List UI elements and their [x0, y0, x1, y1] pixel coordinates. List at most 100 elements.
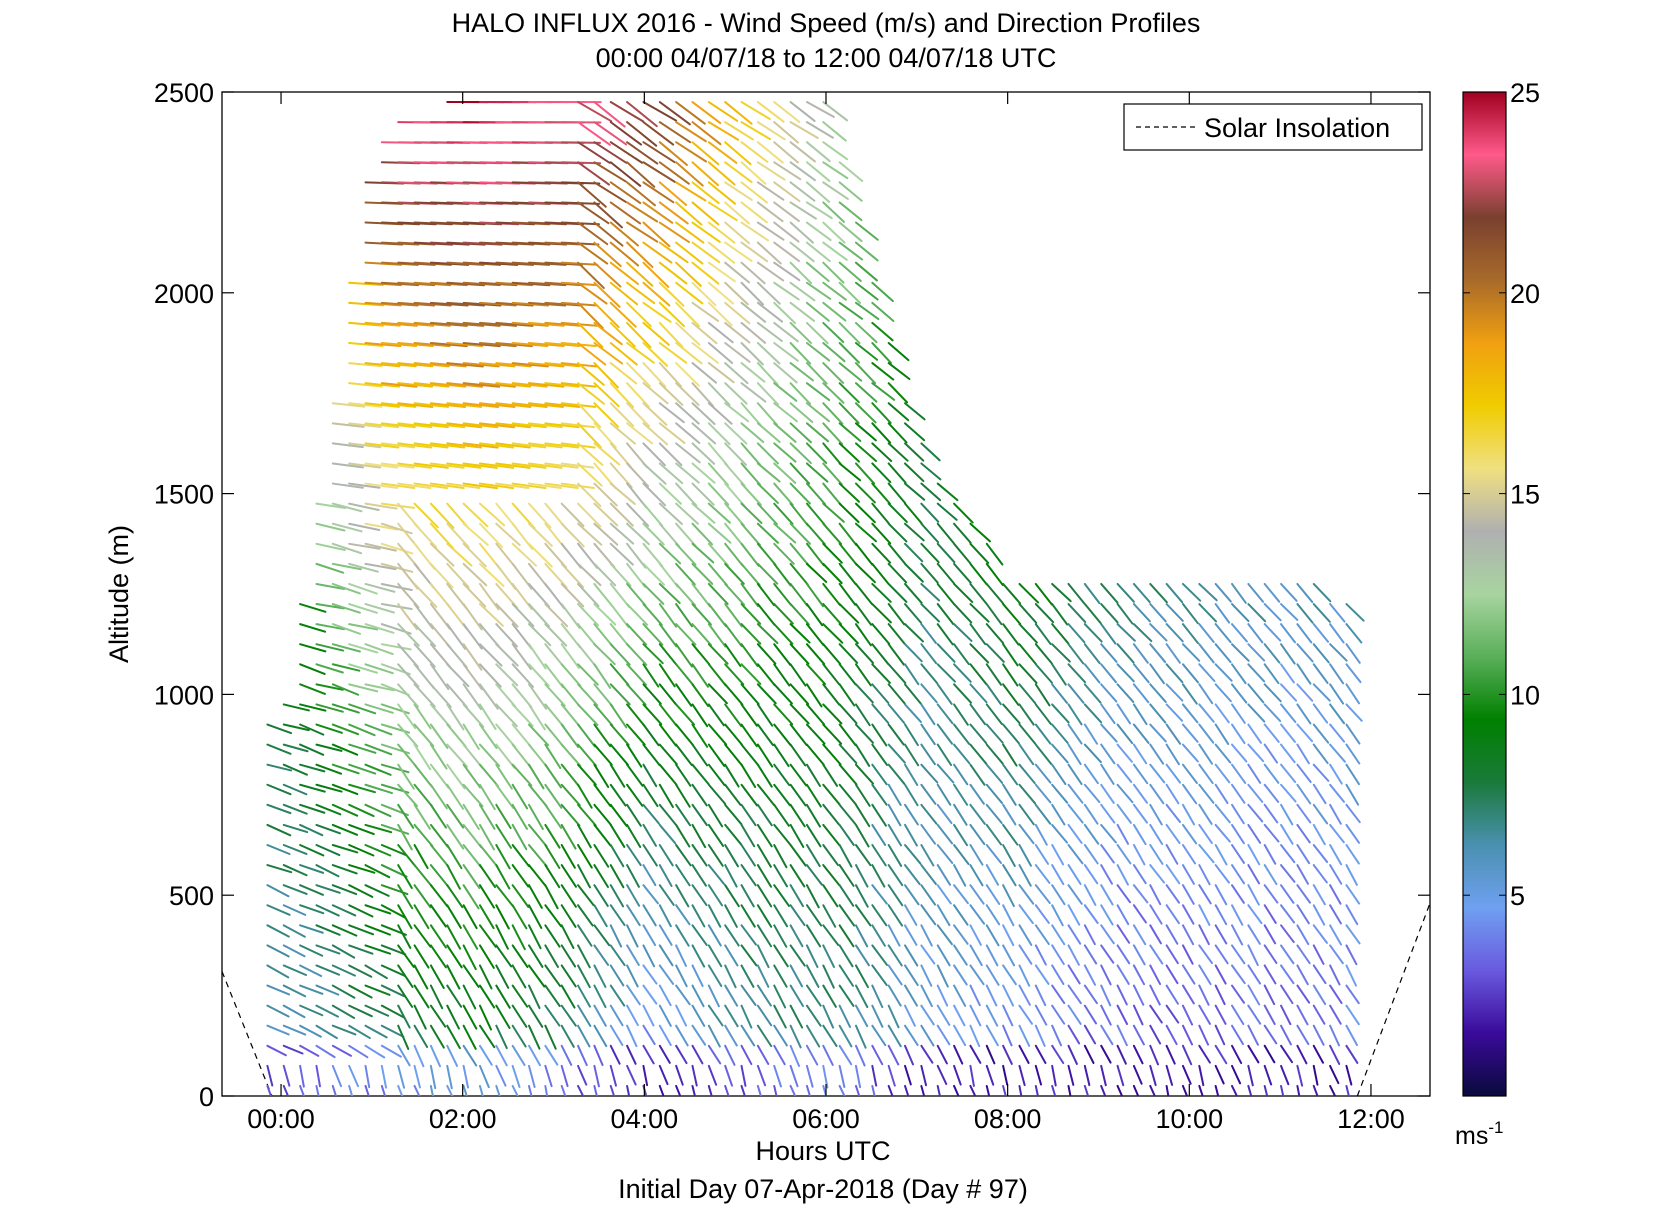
wind-barb — [315, 823, 341, 835]
wind-barb — [544, 362, 581, 368]
wind-barb — [429, 844, 450, 868]
wind-barb — [413, 1004, 427, 1030]
wind-barb — [462, 422, 499, 429]
wind-barb — [331, 603, 361, 614]
wind-barb — [1018, 1064, 1026, 1087]
wind-barb — [838, 884, 855, 907]
wind-barb — [969, 984, 981, 1007]
wind-barb — [331, 562, 362, 571]
wind-barb — [1100, 623, 1117, 645]
wind-barb — [609, 342, 638, 366]
wind-barb — [593, 703, 614, 727]
wind-barb — [1263, 823, 1280, 843]
wind-barb — [1002, 1064, 1009, 1086]
wind-barb — [740, 362, 766, 383]
wind-barb — [1247, 1084, 1253, 1096]
wind-barb — [495, 1064, 507, 1087]
wind-barb — [626, 462, 650, 488]
wind-barb — [626, 884, 641, 907]
wind-barb — [773, 422, 797, 443]
wind-barb — [838, 703, 858, 725]
wind-barb — [871, 362, 895, 381]
wind-barb — [462, 884, 480, 910]
wind-barb — [1034, 844, 1050, 865]
wind-barb — [969, 904, 986, 925]
wind-barb — [805, 683, 823, 708]
wind-barb — [1083, 623, 1103, 643]
wind-barb — [1198, 743, 1214, 765]
wind-barb — [658, 141, 688, 166]
wind-barb — [1034, 603, 1055, 624]
wind-barb — [429, 964, 445, 990]
wind-barb — [462, 623, 483, 650]
wind-barb — [805, 502, 826, 526]
wind-barb — [658, 623, 678, 648]
wind-barb — [756, 663, 776, 686]
wind-barb — [609, 1024, 624, 1046]
wind-barb — [560, 1084, 567, 1096]
wind-barb — [1280, 1044, 1294, 1064]
wind-barb — [1214, 763, 1231, 784]
wind-barb — [904, 884, 920, 906]
wind-barb — [1230, 623, 1248, 643]
wind-barb — [691, 623, 713, 647]
wind-barb — [1263, 643, 1281, 664]
wind-barb — [593, 342, 624, 365]
wind-barb — [822, 884, 839, 908]
wind-barb — [478, 844, 499, 868]
wind-barb — [331, 502, 363, 513]
wind-barb — [953, 844, 970, 866]
wind-barb — [854, 562, 876, 584]
wind-barb — [871, 462, 892, 484]
wind-barb — [920, 623, 937, 644]
wind-barb — [805, 603, 824, 627]
wind-barb — [544, 1044, 559, 1066]
wind-barb — [871, 582, 892, 603]
wind-barb — [348, 562, 379, 573]
wind-barb — [854, 763, 875, 785]
wind-barb — [1165, 1044, 1176, 1065]
wind-barb — [871, 1064, 878, 1087]
wind-barb — [446, 803, 465, 829]
wind-barb — [511, 803, 528, 830]
wind-barb — [495, 884, 515, 908]
wind-barb — [740, 342, 764, 366]
wind-barb — [904, 924, 918, 946]
wind-barb — [642, 743, 661, 766]
wind-barb — [429, 904, 447, 928]
wind-barb — [675, 402, 700, 425]
wind-barb — [887, 1064, 896, 1087]
wind-barb — [593, 161, 627, 183]
wind-barb — [397, 1004, 411, 1029]
wind-barb — [805, 382, 831, 402]
wind-barb — [805, 743, 825, 766]
wind-barb — [348, 301, 384, 307]
wind-barb — [675, 442, 701, 464]
wind-barb — [609, 562, 632, 587]
wind-barb — [1067, 1024, 1081, 1045]
wind-barb — [413, 743, 432, 771]
wind-barb — [838, 422, 862, 442]
wind-barb — [348, 442, 382, 449]
wind-barb — [1051, 823, 1069, 844]
wind-barb — [478, 904, 495, 930]
wind-barb — [1312, 884, 1326, 906]
wind-barb — [266, 844, 291, 855]
wind-barb — [773, 803, 790, 827]
wind-barb — [887, 723, 905, 746]
wind-barb — [1181, 1004, 1194, 1026]
wind-barb — [1100, 643, 1118, 663]
wind-barb — [822, 1084, 828, 1096]
wind-barb — [364, 763, 392, 776]
wind-barb — [413, 823, 434, 848]
wind-barb — [642, 502, 664, 527]
wind-barb — [1247, 964, 1262, 985]
wind-barb — [854, 522, 877, 543]
wind-barb — [658, 542, 682, 565]
wind-barb — [838, 261, 862, 283]
wind-barb — [707, 1084, 713, 1096]
wind-barb — [1002, 823, 1019, 846]
wind-barb — [299, 683, 327, 695]
wind-barb — [593, 723, 612, 748]
wind-barb — [1051, 1084, 1057, 1096]
